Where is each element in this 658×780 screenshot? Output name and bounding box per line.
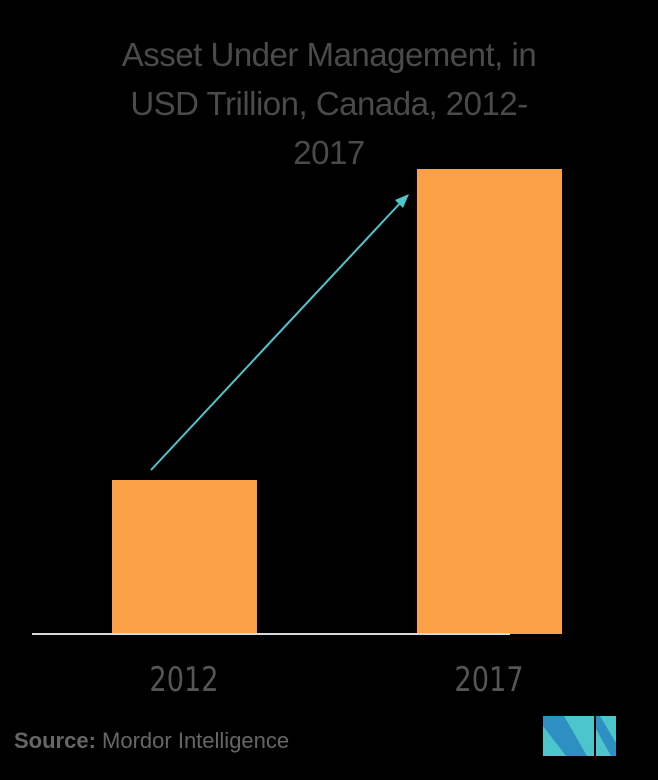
title-line-2: USD Trillion, Canada, 2012- [130,85,528,122]
title-line-1: Asset Under Management, in [121,36,537,73]
x-label-2012: 2012 [149,660,219,700]
source-note: Source: Mordor Intelligence [14,728,289,754]
x-label-2017: 2017 [454,660,524,700]
source-label: Source: [14,728,96,753]
chart-title: Asset Under Management, in USD Trillion,… [0,30,658,177]
bar-2012 [112,480,257,634]
bar-2017 [417,169,562,634]
source-text: Mordor Intelligence [95,728,290,753]
title-line-3: 2017 [293,134,365,171]
